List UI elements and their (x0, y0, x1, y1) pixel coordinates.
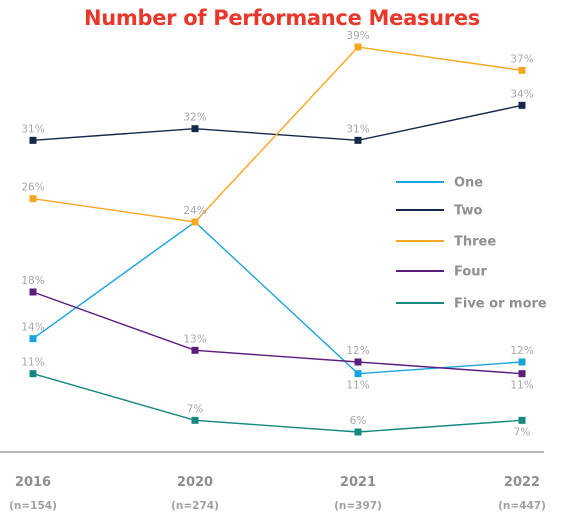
legend-label-one: One (454, 176, 483, 191)
series-line-four (32, 291, 523, 375)
x-tick-sample-size: (n=154) (9, 500, 57, 512)
data-point-five-or-more (29, 370, 37, 378)
data-label-three: 26% (21, 182, 44, 194)
legend: One Two Three Four Five or more (396, 176, 547, 312)
data-point-three (191, 218, 199, 226)
series-line-one (32, 221, 523, 375)
legend-label-five-or-more: Five or more (454, 297, 547, 312)
x-tick-label: 2020 (177, 475, 213, 490)
data-label-three: 37% (510, 53, 533, 65)
data-point-three (518, 66, 526, 74)
legend-label-two: Two (454, 204, 482, 219)
data-point-four (29, 288, 37, 296)
data-point-five-or-more (518, 416, 526, 424)
data-point-two (191, 125, 199, 133)
data-point-one (354, 370, 362, 378)
x-tick-label: 2022 (504, 475, 540, 490)
data-label-five-or-more: 7% (187, 403, 204, 415)
x-tick-sample-size: (n=447) (498, 500, 546, 512)
data-point-five-or-more (354, 428, 362, 436)
data-point-two (518, 101, 526, 109)
data-point-two (354, 136, 362, 144)
data-point-one (29, 335, 37, 343)
data-label-one: 14% (21, 322, 44, 334)
data-point-three (29, 195, 37, 203)
data-label-two: 31% (21, 123, 44, 135)
data-point-three (354, 43, 362, 51)
data-label-one: 24% (183, 205, 206, 217)
data-labels: 14% 24% 11% 12% 31% 32% 31% 34% 26% 39% 37% 18% 13% 1… (21, 30, 533, 438)
legend-label-four: Four (454, 265, 488, 280)
x-axis: 2016 (n=154) 2020 (n=274) 2021 (n=397) 2022 (n=… (9, 475, 546, 512)
data-point-four (518, 370, 526, 378)
data-point-two (29, 136, 37, 144)
data-label-four: 12% (346, 345, 369, 357)
data-point-five-or-more (191, 416, 199, 424)
data-label-one: 12% (510, 345, 533, 357)
data-label-five-or-more: 6% (350, 415, 367, 427)
x-tick-sample-size: (n=274) (171, 500, 219, 512)
data-label-five-or-more: 7% (514, 426, 531, 438)
data-label-three: 39% (346, 30, 369, 42)
series-line-five-or-more (32, 372, 523, 433)
data-label-four: 11% (510, 380, 533, 392)
data-label-two: 34% (510, 88, 533, 100)
x-tick-label: 2016 (15, 475, 51, 490)
series-line-two (32, 104, 523, 142)
data-point-four (354, 358, 362, 366)
data-label-one: 11% (346, 380, 369, 392)
data-label-two: 32% (183, 112, 206, 124)
x-tick-sample-size: (n=397) (334, 500, 382, 512)
series-line-three (32, 46, 523, 223)
data-label-four: 18% (21, 275, 44, 287)
data-label-two: 31% (346, 123, 369, 135)
chart-title: Number of Performance Measures (84, 6, 480, 30)
legend-label-three: Three (454, 235, 496, 250)
data-label-five-or-more: 11% (21, 357, 44, 369)
series-lines (29, 43, 526, 436)
data-point-one (518, 358, 526, 366)
data-point-four (191, 346, 199, 354)
data-label-four: 13% (183, 333, 206, 345)
x-tick-label: 2021 (340, 475, 376, 490)
